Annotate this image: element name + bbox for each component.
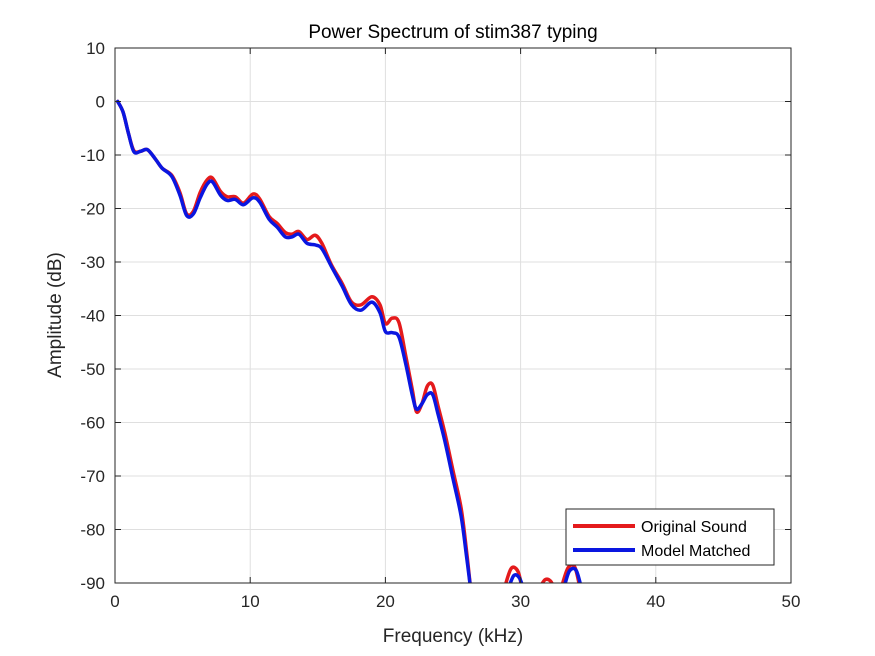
x-tick-label: 30 [511,592,530,611]
y-tick-labels: 10 0 -10 -20 -30 -40 -50 -60 -70 -80 -90 [80,39,105,593]
y-tick-label: -70 [80,467,105,486]
x-tick-label: 20 [376,592,395,611]
chart-title: Power Spectrum of stim387 typing [308,22,597,43]
x-tick-labels: 0 10 20 30 40 50 [110,592,800,611]
y-tick-label: -50 [80,360,105,379]
y-tick-label: -90 [80,574,105,593]
x-tick-label: 0 [110,592,119,611]
y-axis-label: Amplitude (dB) [45,252,66,378]
series-line-fragment [508,573,524,583]
y-tick-label: -30 [80,253,105,272]
x-tick-label: 40 [646,592,665,611]
y-tick-label: -10 [80,146,105,165]
series-model-matched [115,99,582,583]
legend-box [565,508,775,566]
x-tick-label: 50 [782,592,801,611]
series-line-fragment [540,577,554,583]
axis-ticks [114,47,792,584]
series-line [115,99,472,583]
x-axis-label: Frequency (kHz) [383,626,523,647]
legend: Original Sound Model Matched [565,508,775,566]
y-tick-label: -80 [80,521,105,540]
y-tick-label: -40 [80,307,105,326]
series-line-fragment [563,566,582,583]
y-tick-label: -60 [80,414,105,433]
y-tick-label: 10 [86,39,105,58]
y-tick-label: 0 [96,93,105,112]
y-tick-label: -20 [80,200,105,219]
x-tick-label: 10 [241,592,260,611]
legend-label-model: Model Matched [641,543,750,560]
legend-label-original: Original Sound [641,519,747,536]
series-line-fragment [546,582,552,583]
